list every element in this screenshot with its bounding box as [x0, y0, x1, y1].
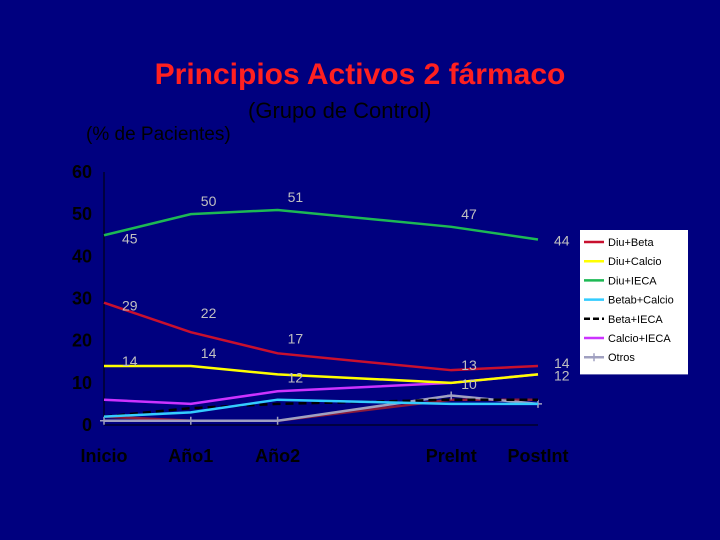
series-line-beta-ieca [103, 398, 538, 418]
y-tick-label: 30 [72, 289, 92, 309]
data-label: 13 [461, 357, 477, 373]
legend-swatch-marker [590, 353, 598, 362]
legend-label: Diu+Beta [608, 237, 654, 249]
legend-label: Betab+Calcio [608, 295, 674, 307]
slide-subtitle: (Grupo de Control) [248, 98, 432, 123]
legend-label: Calcio+IECA [608, 333, 671, 345]
data-label: 12 [288, 369, 304, 385]
x-tick-label: PreInt [426, 446, 477, 466]
series-line-diu-ieca [103, 208, 539, 241]
data-label: 14 [554, 355, 570, 371]
data-label: 29 [122, 298, 138, 314]
x-tick-label: Año2 [255, 446, 300, 466]
y-tick-label: 10 [72, 373, 92, 393]
data-label: 47 [461, 206, 477, 222]
series-point [447, 391, 456, 400]
series-point [186, 416, 195, 425]
series-point [273, 416, 282, 425]
legend-label: Diu+IECA [608, 275, 657, 287]
legend-label: Beta+IECA [608, 314, 663, 326]
series-line-diu-beta [103, 301, 539, 372]
data-label: 50 [201, 193, 217, 209]
y-tick-label: 60 [72, 162, 92, 182]
y-tick-label: 50 [72, 204, 92, 224]
x-tick-label: PostInt [508, 446, 569, 466]
data-label: 17 [288, 330, 304, 346]
data-label: 14 [201, 345, 217, 361]
data-label: 14 [122, 353, 138, 369]
slide-title: Principios Activos 2 fármaco [154, 58, 566, 91]
data-label: 22 [201, 305, 217, 321]
data-label: 45 [122, 230, 138, 246]
data-label: 10 [461, 376, 477, 392]
chart-axes: 0 10 20 30 40 50 60 Inicio Año1 Año2 PreInt PostInt [72, 162, 569, 466]
series-line-diu-calcio [104, 364, 539, 385]
data-label: 12 [554, 367, 570, 383]
chart-lines [100, 208, 542, 425]
series-line-betab-calcio [103, 398, 538, 418]
x-tick-label: Inicio [80, 446, 127, 466]
chart-legend: Diu+Beta Diu+Calcio Diu+IECA Betab+Calcio Be… [580, 230, 688, 375]
y-tick-label: 0 [82, 415, 92, 435]
y-tick-label: 20 [72, 331, 92, 351]
legend-label: Otros [608, 352, 635, 364]
data-label: 51 [288, 189, 304, 205]
series-point [100, 416, 108, 425]
legend-box [580, 230, 688, 375]
x-tick-label: Año1 [168, 446, 213, 466]
y-axis-note: (% de Pacientes) [86, 124, 231, 145]
data-label: 44 [554, 232, 570, 248]
y-tick-label: 40 [72, 246, 92, 266]
legend-label: Diu+Calcio [608, 256, 662, 268]
